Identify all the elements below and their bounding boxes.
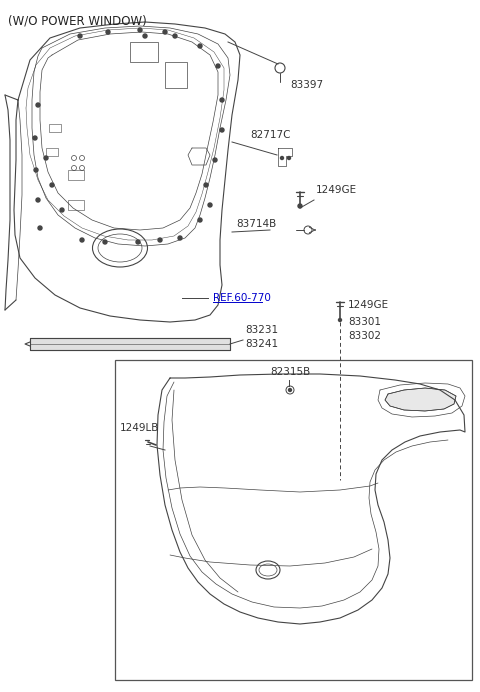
Text: 83302: 83302 [348,331,381,341]
Circle shape [298,204,302,208]
Circle shape [136,240,140,244]
Text: 83241: 83241 [245,339,278,349]
Circle shape [178,236,182,240]
Circle shape [288,156,290,159]
Polygon shape [385,388,456,411]
Circle shape [288,388,291,392]
Circle shape [173,34,177,38]
Text: 1249GE: 1249GE [316,185,357,195]
Circle shape [60,208,64,212]
Circle shape [216,64,220,68]
Bar [49,124,61,132]
Circle shape [280,156,284,159]
Circle shape [198,218,202,222]
Circle shape [163,30,167,34]
Circle shape [338,318,341,322]
Circle shape [33,136,37,140]
Bar [115,360,472,680]
Bar [165,62,187,88]
Circle shape [34,168,38,172]
Bar [130,42,158,62]
Bar [68,170,84,180]
Text: 1249LB: 1249LB [120,423,159,433]
Text: 82315B: 82315B [270,367,310,377]
Circle shape [50,183,54,187]
Text: 83397: 83397 [290,80,323,90]
Circle shape [220,98,224,102]
Circle shape [36,103,40,107]
Circle shape [138,28,142,32]
Circle shape [198,44,202,48]
Text: 83714B: 83714B [236,219,276,229]
Text: 83301: 83301 [348,317,381,327]
Circle shape [36,198,40,202]
Circle shape [44,156,48,160]
Circle shape [103,240,107,244]
Circle shape [204,183,208,187]
Text: REF.60-770: REF.60-770 [213,293,271,303]
Text: (W/O POWER WINDOW): (W/O POWER WINDOW) [8,14,147,27]
Text: 1249GE: 1249GE [348,300,389,310]
Text: 82717C: 82717C [250,130,290,140]
Circle shape [208,203,212,207]
Bar [68,200,84,210]
Circle shape [106,30,110,34]
Circle shape [78,34,82,38]
Circle shape [158,238,162,242]
Bar [46,148,58,156]
Circle shape [143,34,147,38]
Circle shape [213,158,217,162]
Circle shape [80,238,84,242]
Circle shape [220,128,224,132]
Text: 83231: 83231 [245,325,278,335]
Circle shape [38,226,42,230]
